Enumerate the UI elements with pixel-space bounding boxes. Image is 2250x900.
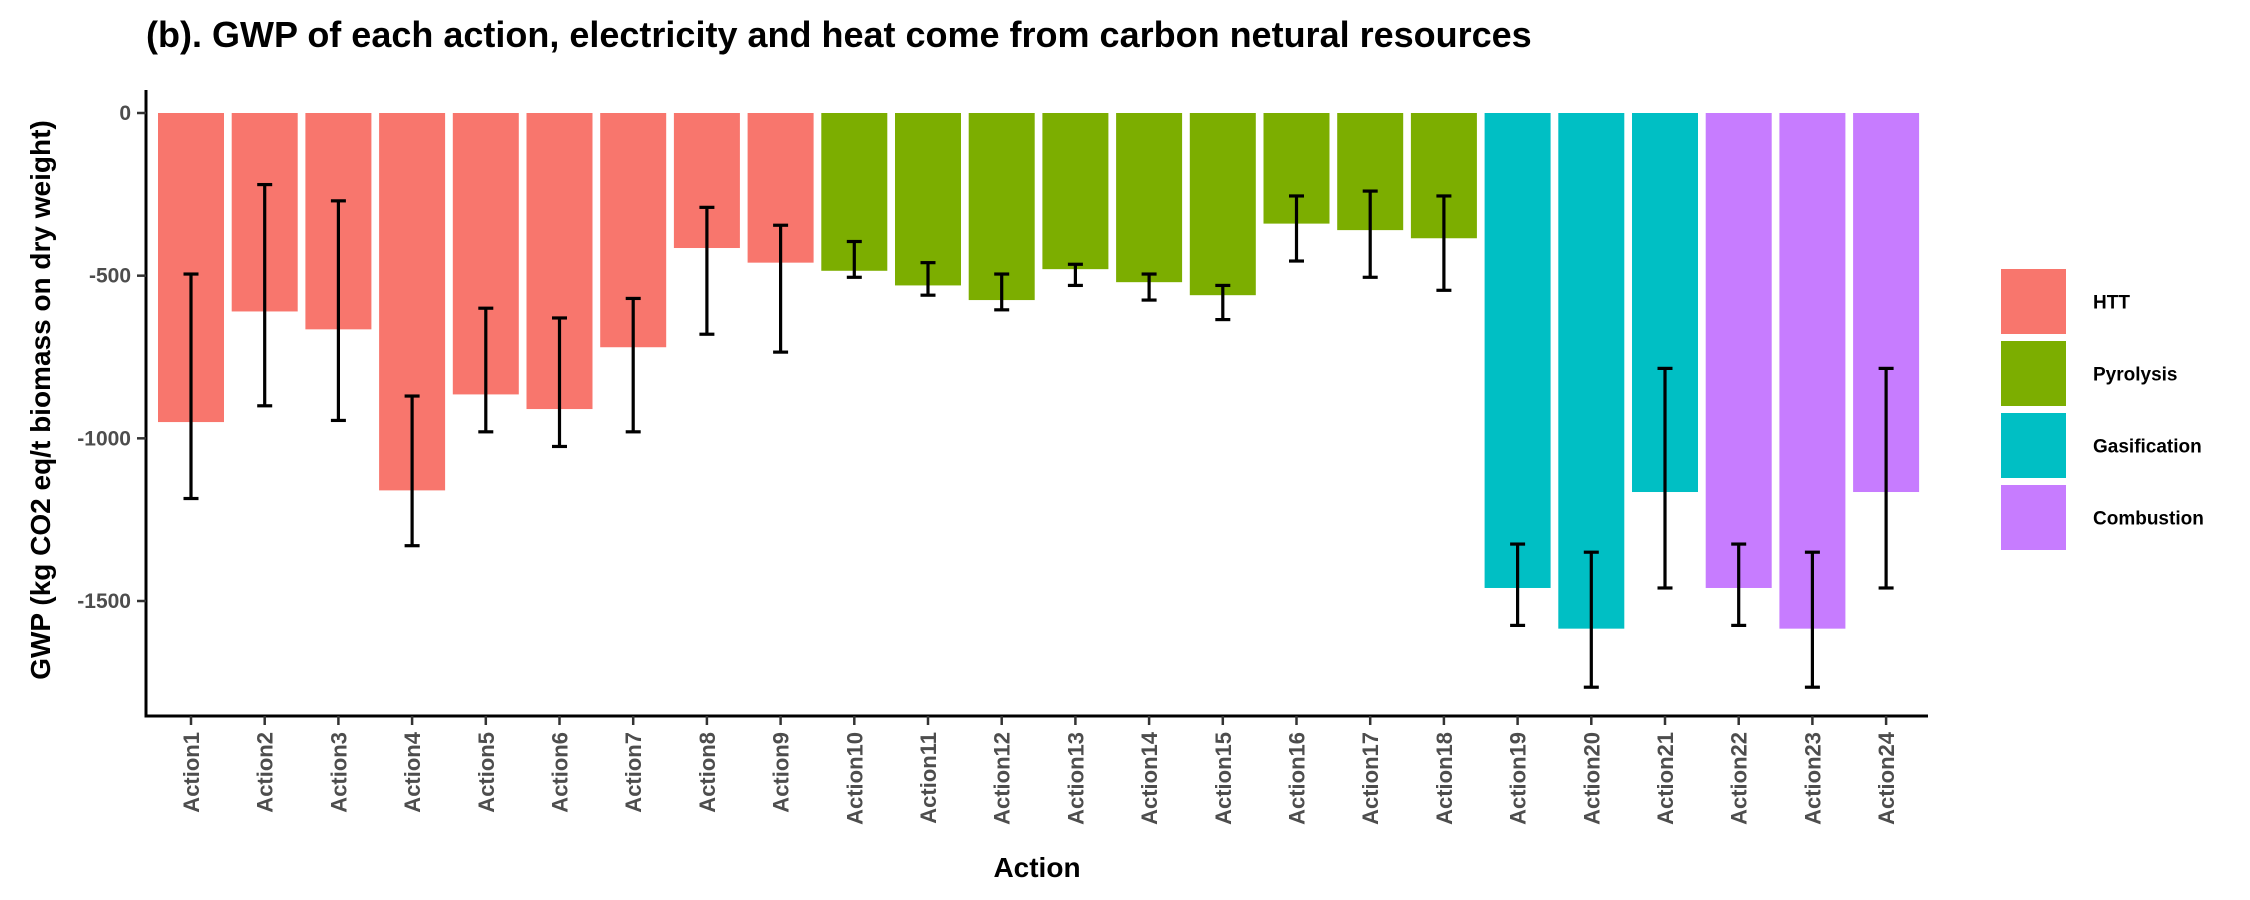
legend-key-pyrolysis [1999, 339, 2068, 408]
errorbar-action7 [625, 296, 641, 434]
x-tick-label: Action15 [1211, 732, 1236, 825]
errorbar-action1 [183, 272, 199, 501]
x-tick-label: Action6 [548, 732, 573, 813]
bar-action20 [1558, 113, 1625, 629]
legend-key-combustion [1999, 483, 2068, 552]
errorbar-action24 [1878, 366, 1894, 590]
legend-label-htt: HTT [2093, 293, 2130, 314]
x-tick-label: Action8 [695, 732, 720, 813]
x-tick-label: Action9 [769, 732, 794, 813]
legend-label-pyrolysis: Pyrolysis [2093, 365, 2178, 386]
errorbar-action2 [257, 182, 273, 408]
y-tick-label: -1500 [77, 590, 131, 613]
bar-action13 [1042, 113, 1109, 270]
bar-action14 [1116, 113, 1183, 283]
errorbar-action10 [846, 239, 862, 279]
errorbar-action3 [330, 199, 346, 423]
y-tick-label: 0 [119, 102, 131, 125]
x-tick-label: Action1 [179, 732, 204, 813]
legend-label-gasification: Gasification [2093, 437, 2202, 458]
bar-action23 [1779, 113, 1846, 629]
legend: HTT Pyrolysis Gasification Combustion [1999, 267, 2204, 552]
x-tick-label: Action18 [1432, 732, 1457, 825]
x-tick-label: Action14 [1137, 731, 1162, 825]
x-tick-label: Action12 [990, 732, 1015, 825]
x-tick-label: Action10 [842, 732, 867, 825]
x-tick-label: Action16 [1285, 732, 1310, 825]
x-tick-label: Action11 [916, 732, 941, 824]
errorbar-action23 [1804, 550, 1820, 689]
x-tick-label: Action2 [253, 732, 278, 813]
bar-action19 [1484, 113, 1551, 588]
errorbar-action9 [773, 223, 789, 354]
errorbar-action21 [1657, 366, 1673, 590]
errorbar-action13 [1067, 262, 1083, 288]
errorbar-action20 [1583, 550, 1599, 689]
x-tick-label: Action17 [1358, 732, 1383, 825]
x-axis-title: Action [993, 852, 1080, 883]
errorbar-action5 [478, 306, 494, 434]
bars-layer [158, 113, 1920, 629]
axes-layer [144, 90, 1928, 718]
x-tick-label: Action4 [400, 731, 425, 812]
x-tick-label: Action3 [326, 732, 351, 813]
bar-action15 [1189, 113, 1256, 296]
errorbar-action19 [1510, 542, 1526, 628]
errorbar-action15 [1215, 283, 1231, 322]
x-tick-label: Action24 [1874, 731, 1899, 825]
x-tick-label: Action21 [1653, 732, 1678, 825]
bar-action11 [895, 113, 961, 286]
legend-key-htt [1999, 267, 2068, 336]
errorbar-action17 [1362, 189, 1378, 279]
x-tick-label: Action5 [474, 732, 499, 813]
errorbar-action12 [994, 272, 1010, 312]
errorbar-action4 [404, 394, 420, 548]
y-tick-label: -1000 [77, 427, 131, 450]
legend-label-combustion: Combustion [2093, 509, 2204, 530]
errorbar-action14 [1141, 272, 1157, 302]
chart-title: (b). GWP of each action, electricity and… [146, 14, 1532, 55]
x-tick-label: Action23 [1800, 732, 1825, 825]
x-tick-label: Action19 [1506, 732, 1531, 825]
x-tick-label: Action7 [621, 732, 646, 813]
x-tick-label: Action20 [1579, 732, 1604, 825]
errorbar-action6 [552, 316, 567, 449]
errorbar-action8 [699, 205, 715, 336]
errorbar-action16 [1289, 194, 1304, 263]
errorbar-action22 [1731, 542, 1747, 628]
y-axis-title: GWP (kg CO2 eq/t biomass on dry weight) [25, 120, 56, 680]
errorbar-action11 [920, 261, 936, 297]
bar-action22 [1705, 113, 1772, 588]
legend-key-gasification [1999, 411, 2068, 480]
x-tick-label: Action13 [1063, 732, 1088, 825]
x-tick-label: Action22 [1727, 732, 1752, 825]
ticks-layer: 0 -500 -1000 -1500 Action1 Action2 Action3 Acti… [77, 102, 1899, 825]
errorbars-layer [183, 182, 1894, 689]
y-tick-label: -500 [89, 265, 131, 288]
errorbar-action18 [1436, 194, 1452, 292]
bar-action12 [968, 113, 1035, 301]
